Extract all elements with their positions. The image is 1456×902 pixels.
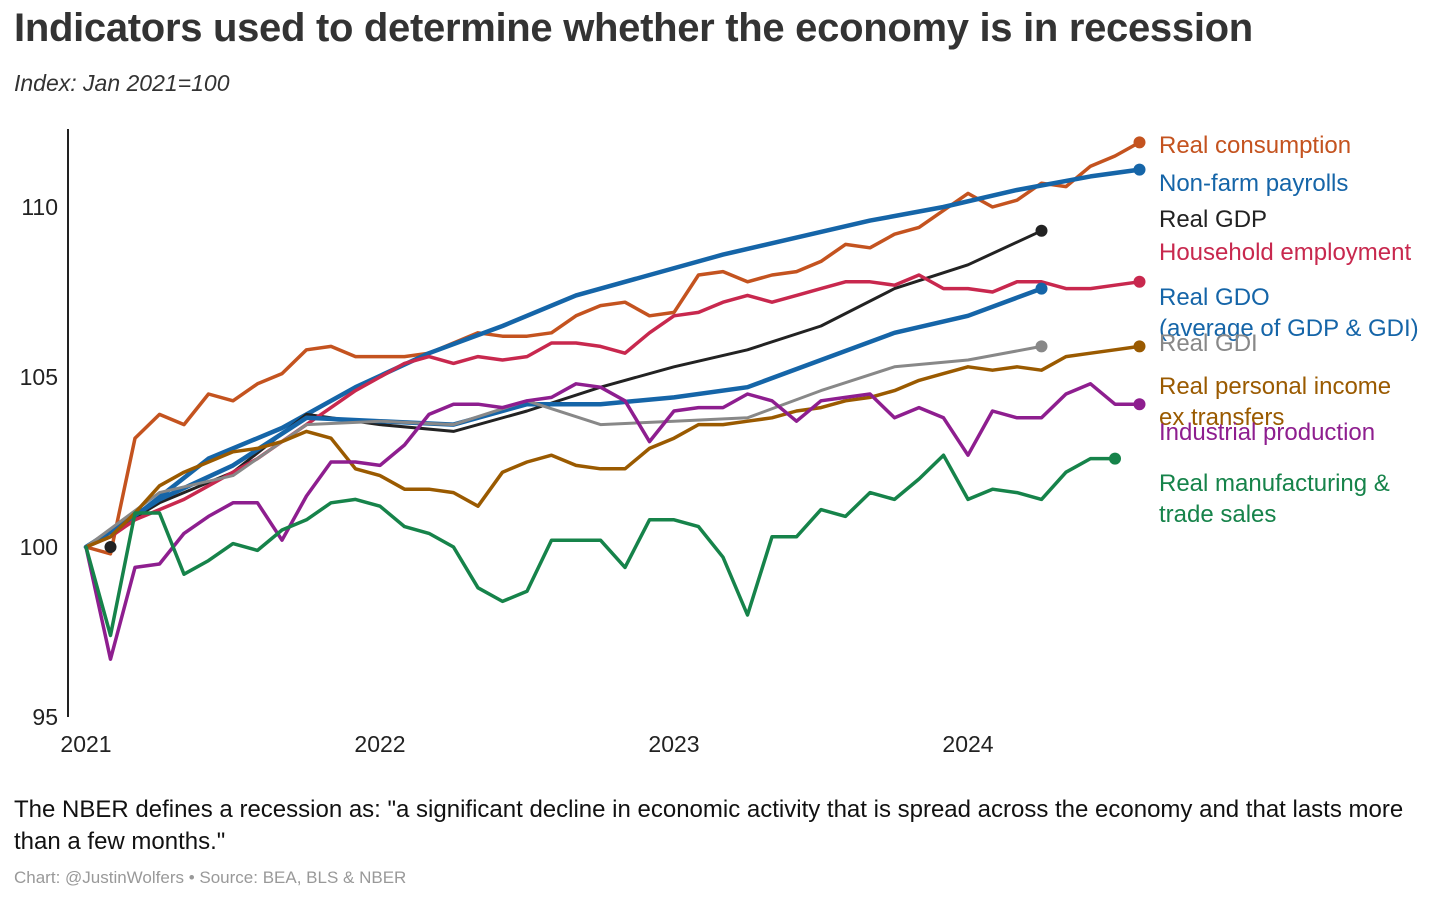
real-gdp-start-point [104,541,117,553]
series-label: Real personal income [1159,373,1391,400]
x-tick-label: 2024 [942,731,993,757]
series-label: Real GDP [1159,206,1267,233]
real-gdo-line [83,286,1044,550]
real-personal-income-ex-transfers-line [84,344,1142,549]
chart-series-lines [83,136,1146,661]
real-personal-income-ex-transfers-end-point [1133,340,1146,353]
x-tick-label: 2022 [354,731,405,757]
x-tick-label: 2023 [648,731,699,757]
series-label: Industrial production [1159,419,1375,446]
industrial-production-end-point [1133,398,1146,411]
non-farm-payrolls-line [83,167,1142,550]
series-label: Real consumption [1159,132,1351,159]
chart-series-labels: Real consumption Non-farm payrolls Real GD… [1159,132,1419,528]
series-label: ex transfers [1159,404,1284,431]
y-tick-label: 110 [21,194,58,220]
non-farm-payrolls-end-point [1133,163,1146,176]
real-consumption-line [84,140,1142,556]
line-chart: 95 100 105 110 2021 2022 2023 2024 Real consump… [20,129,1419,757]
series-label: trade sales [1159,501,1276,528]
chart-credit: Chart: @JustinWolfers • Source: BEA, BLS… [14,868,407,887]
series-label: Non-farm payrolls [1159,170,1348,197]
real-gdi-line [84,344,1043,549]
y-tick-label: 100 [20,534,58,560]
series-label: Household employment [1159,239,1411,266]
household-employment-line [84,273,1142,549]
chart-title: Indicators used to determine whether the… [14,6,1253,50]
chart-note: The NBER defines a recession as: "a sign… [14,796,1404,855]
series-label: (average of GDP & GDI) [1159,315,1419,342]
x-tick-label: 2021 [60,731,111,757]
series-label: Real GDO [1159,284,1270,311]
chart-axes: 95 100 105 110 2021 2022 2023 2024 [20,129,994,757]
real-consumption-end-point [1133,136,1146,149]
real-gdo-end-point [1035,282,1048,295]
real-manufacturing-trade-sales-end-point [1109,452,1121,465]
series-label: Real manufacturing & [1159,470,1390,497]
real-gdp-line [84,229,1043,549]
real-gdp-end-point [1035,224,1048,237]
y-tick-label: 95 [32,704,58,730]
series-label: Real GDI [1159,330,1258,357]
household-employment-end-point [1133,275,1146,288]
real-manufacturing-trade-sales-line [84,453,1117,638]
chart-subtitle: Index: Jan 2021=100 [14,70,230,96]
industrial-production-line [84,382,1142,661]
real-gdi-end-point [1035,340,1048,353]
y-tick-label: 105 [20,364,58,390]
